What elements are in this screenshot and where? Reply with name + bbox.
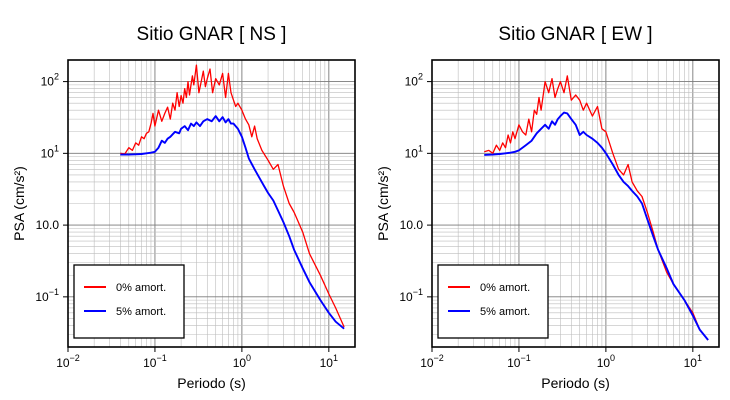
x-axis-label: Periodo (s) (541, 375, 609, 391)
x-tick-label-exponent: 1 (333, 353, 338, 363)
x-tick-label-base: 10 (420, 356, 434, 370)
series-line-undamped (484, 75, 709, 341)
y-tick-label: 10.0 (36, 218, 60, 232)
y-tick-label: 101 (405, 143, 423, 160)
x-tick-label: 10−1 (143, 353, 167, 370)
legend: 0% amort. 5% amort. (437, 264, 549, 339)
chart-title: Sitio GNAR [ EW ] (498, 24, 652, 45)
x-tick-label-exponent: −1 (520, 353, 530, 363)
series-line-damped (120, 115, 345, 330)
legend-label: 0% amort. (116, 282, 166, 294)
legend-label: 0% amort. (480, 282, 530, 294)
y-tick-label-exponent: −1 (49, 287, 59, 297)
y-tick-label-base: 10 (35, 290, 49, 304)
y-tick-label-base: 10 (405, 146, 419, 160)
x-tick-label: 10−1 (507, 353, 531, 370)
x-tick-label: 10−2 (420, 353, 444, 370)
y-tick-label: 102 (405, 72, 423, 89)
series-group (484, 75, 709, 341)
x-tick-label-base: 10 (56, 356, 70, 370)
y-tick-label-exponent: 2 (54, 72, 59, 82)
legend-box (73, 264, 185, 339)
y-axis-label: PSA (cm/s²) (11, 166, 27, 241)
chart-title: Sitio GNAR [ NS ] (137, 24, 287, 45)
y-tick-label-exponent: 2 (418, 72, 423, 82)
x-axis-label: Periodo (s) (177, 375, 245, 391)
y-tick-label: 101 (41, 143, 59, 160)
x-tick-label-exponent: 0 (246, 353, 251, 363)
y-tick-label-base: 10 (399, 290, 413, 304)
x-tick-label: 10−2 (56, 353, 80, 370)
x-tick-label-exponent: 1 (697, 353, 702, 363)
series-line-damped (484, 111, 709, 341)
y-tick-label: 10−1 (35, 287, 59, 304)
y-tick-label-exponent: 1 (54, 143, 59, 153)
y-tick-label-base: 10 (405, 75, 419, 89)
x-tick-label-exponent: −1 (156, 353, 166, 363)
y-tick-label: 10−1 (399, 287, 423, 304)
x-tick-label-exponent: 0 (610, 353, 615, 363)
x-tick-label: 100 (233, 353, 251, 370)
y-tick-label: 102 (41, 72, 59, 89)
grid (431, 59, 720, 348)
x-tick-label: 101 (320, 353, 338, 370)
legend: 0% amort. 5% amort. (73, 264, 185, 339)
x-tick-label-exponent: −2 (434, 353, 444, 363)
x-tick-label-exponent: −2 (70, 353, 80, 363)
legend-label: 5% amort. (480, 306, 530, 318)
x-tick-label-base: 10 (684, 356, 698, 370)
grid (67, 59, 356, 348)
x-tick-label-base: 10 (143, 356, 157, 370)
y-tick-label-exponent: −1 (413, 287, 423, 297)
x-tick-label-base: 10 (507, 356, 521, 370)
y-tick-label: 10.0 (400, 218, 424, 232)
series-group (120, 64, 345, 330)
x-tick-label-base: 10 (320, 356, 334, 370)
y-tick-label-base: 10 (41, 75, 55, 89)
x-tick-label-base: 10 (597, 356, 611, 370)
legend-box (437, 264, 549, 339)
x-tick-label: 101 (684, 353, 702, 370)
x-tick-label-base: 10 (233, 356, 247, 370)
y-tick-label-exponent: 1 (418, 143, 423, 153)
x-tick-label: 100 (597, 353, 615, 370)
y-tick-label-base: 10 (41, 146, 55, 160)
legend-label: 5% amort. (116, 306, 166, 318)
series-line-undamped (120, 64, 345, 328)
plot-frame (67, 59, 356, 348)
plot-frame (431, 59, 720, 348)
y-axis-label: PSA (cm/s²) (375, 166, 391, 241)
